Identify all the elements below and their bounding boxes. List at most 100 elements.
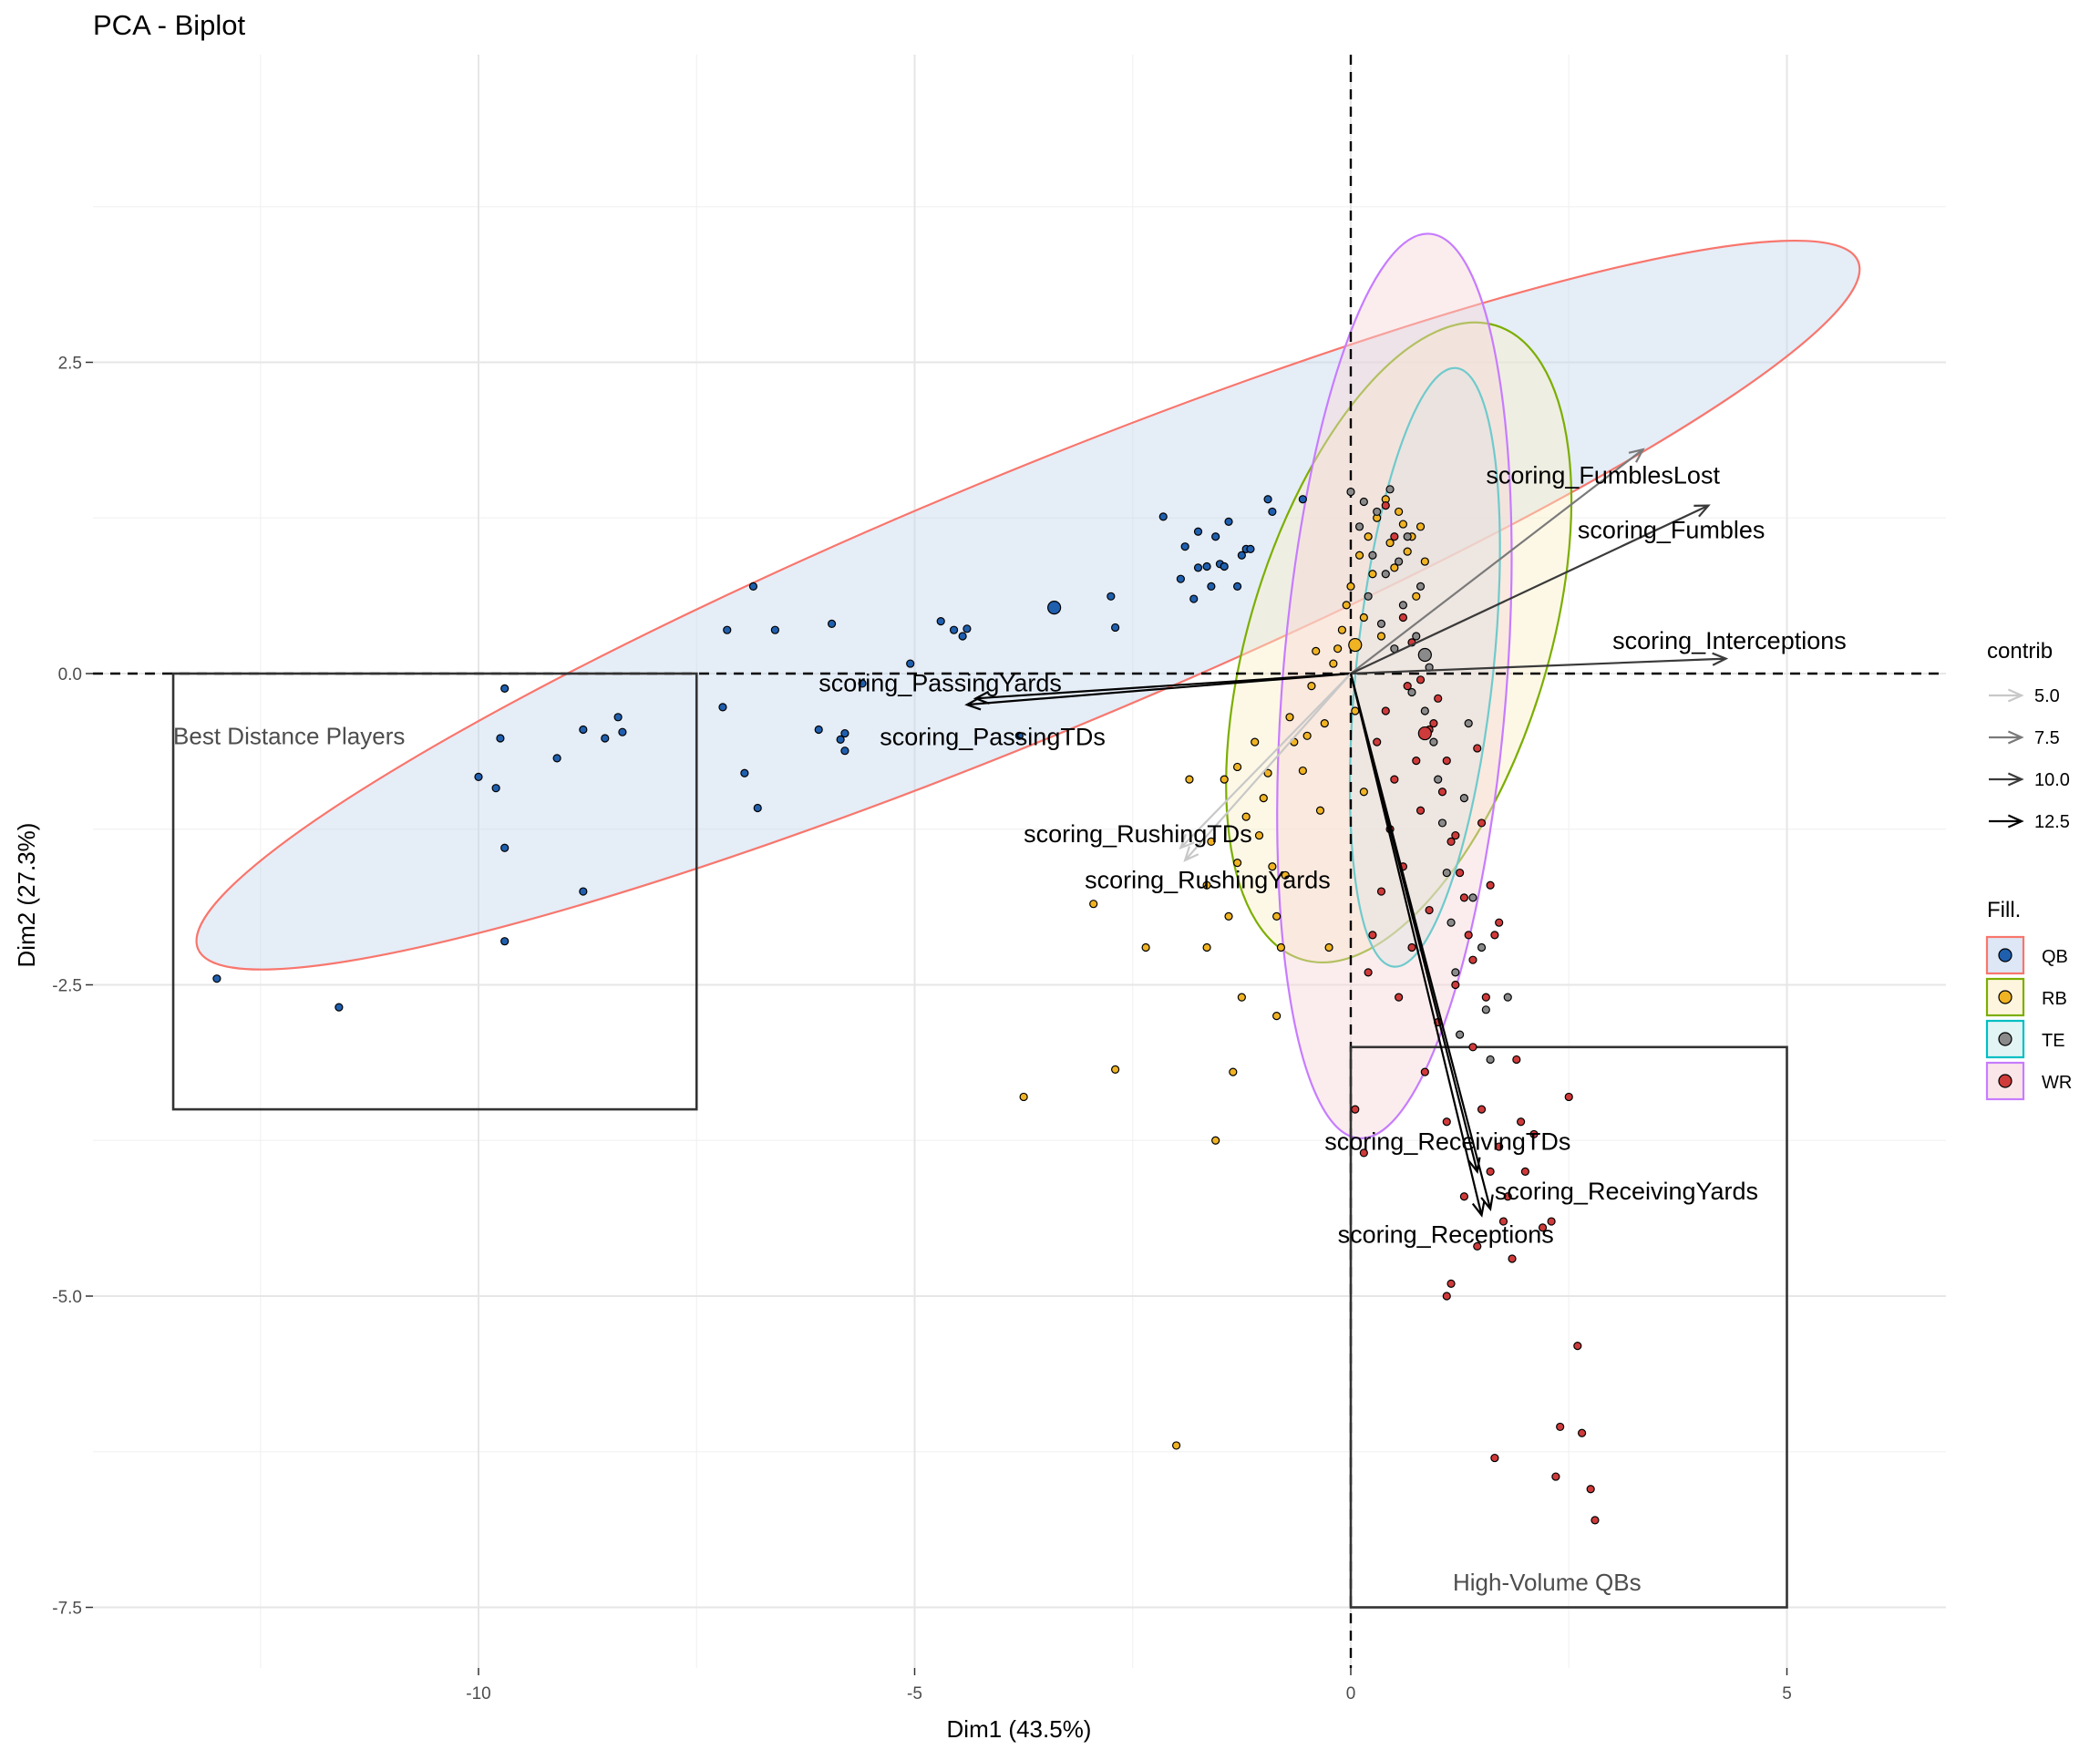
- data-point-rb: [1185, 775, 1194, 784]
- data-point-wr: [1381, 500, 1390, 510]
- data-point-wr: [1573, 1342, 1582, 1351]
- data-point-wr: [1468, 955, 1477, 964]
- variable-label: scoring_PassingYards: [818, 670, 1062, 697]
- data-point-rb: [1337, 625, 1347, 634]
- plot-area: -10 -5 0 5 2.5 0.0 -2.5 -5.0 -7.5 Best Distance P…: [52, 55, 1946, 1704]
- data-point-rb: [1351, 706, 1360, 715]
- data-point-qb: [1202, 561, 1211, 571]
- x-axis-label: Dim1 (43.5%): [947, 1715, 1092, 1743]
- data-point-rb: [1385, 538, 1395, 548]
- data-point-wr: [1415, 675, 1426, 685]
- variable-arrow-head: [964, 696, 982, 711]
- data-point-wr: [1459, 893, 1469, 902]
- y-tick-label: -2.5: [52, 977, 82, 996]
- data-point-rb: [1307, 682, 1316, 691]
- data-point-qb: [1207, 582, 1216, 591]
- data-point-rb: [1359, 788, 1368, 797]
- data-point-qb: [1193, 527, 1203, 536]
- data-point-rb: [1412, 592, 1421, 601]
- data-point-qb: [836, 735, 845, 744]
- data-point-rb: [1390, 563, 1399, 572]
- data-point-rb: [1376, 632, 1386, 641]
- data-point-wr: [1564, 1092, 1573, 1102]
- data-point-rb: [1333, 644, 1343, 654]
- data-point-rb: [1111, 1065, 1120, 1074]
- data-point-rb: [1272, 911, 1282, 921]
- data-point-te: [1381, 570, 1390, 579]
- data-point-te: [1354, 522, 1364, 531]
- data-point-rb: [1395, 507, 1404, 517]
- data-point-te: [1481, 1005, 1490, 1014]
- data-point-wr: [1395, 993, 1404, 1002]
- data-point-wr: [1468, 1043, 1477, 1052]
- data-point-wr: [1407, 942, 1416, 952]
- annotation-box-label: Best Distance Players: [173, 722, 405, 749]
- data-point-wr: [1412, 757, 1421, 766]
- data-point-te: [1364, 592, 1373, 601]
- data-point-wr: [1551, 1472, 1560, 1481]
- legend-fill-label: TE: [2042, 1031, 2065, 1051]
- data-point-wr: [1451, 980, 1460, 990]
- data-point-rb: [1251, 737, 1260, 746]
- data-point-te: [1346, 487, 1355, 497]
- data-point-rb: [1224, 911, 1233, 921]
- data-point-rb: [1220, 775, 1229, 784]
- variable-arrow-head: [1693, 504, 1711, 518]
- variable-arrow: [1350, 448, 1644, 674]
- data-point-qb: [618, 727, 627, 736]
- data-point-te: [1477, 942, 1487, 952]
- data-point-te: [1464, 719, 1473, 728]
- data-point-rb: [1359, 612, 1368, 623]
- chart-title: PCA - Biplot: [93, 9, 246, 41]
- data-point-qb: [753, 803, 762, 813]
- legend-fill-title: Fill.: [1987, 898, 2021, 922]
- data-point-rb: [1329, 659, 1338, 668]
- data-point-wr: [1538, 1223, 1548, 1232]
- data-point-wr: [1529, 1129, 1539, 1139]
- data-point-te: [1429, 737, 1438, 746]
- variable-arrow: [1184, 673, 1352, 861]
- data-point-rb: [1211, 1136, 1220, 1145]
- variable-label: scoring_RushingTDs: [1024, 820, 1252, 848]
- data-point-rb: [1302, 731, 1312, 740]
- data-point-qb: [335, 1003, 344, 1012]
- data-point-qb: [1232, 582, 1242, 591]
- data-point-wr: [1486, 880, 1495, 890]
- x-tick-label: -5: [907, 1684, 922, 1704]
- legend-fill-label: QB: [2042, 947, 2068, 967]
- centroid-point-te: [1417, 647, 1432, 663]
- data-point-rb: [1237, 993, 1246, 1002]
- data-point-qb: [906, 659, 915, 668]
- data-point-wr: [1517, 1117, 1526, 1127]
- data-point-qb: [1211, 532, 1220, 541]
- variable-arrow-head: [1628, 448, 1645, 463]
- data-point-wr: [1578, 1428, 1587, 1437]
- legend-contrib-title: contrib: [1987, 639, 2053, 664]
- data-point-rb: [1207, 837, 1216, 847]
- data-point-qb: [827, 619, 837, 628]
- data-point-qb: [770, 625, 779, 634]
- data-point-rb: [1259, 793, 1268, 803]
- legend-contrib-label: 10.0: [2034, 770, 2070, 790]
- data-point-wr: [1359, 1148, 1368, 1158]
- data-point-wr: [1390, 775, 1399, 784]
- y-tick-label: -7.5: [52, 1600, 82, 1619]
- data-point-qb: [579, 725, 588, 735]
- data-point-wr: [1456, 868, 1465, 878]
- data-point-wr: [1547, 1217, 1556, 1226]
- data-point-rb: [1354, 551, 1364, 560]
- data-point-te: [1503, 993, 1512, 1002]
- data-point-rb: [1398, 520, 1408, 529]
- y-tick-label: 2.5: [58, 355, 82, 374]
- centroid-point-qb: [1047, 601, 1062, 615]
- data-point-wr: [1459, 1192, 1469, 1201]
- data-point-wr: [1446, 1279, 1456, 1288]
- data-point-wr: [1473, 744, 1482, 753]
- data-point-rb: [1298, 766, 1307, 776]
- data-point-rb: [1263, 768, 1272, 777]
- data-point-te: [1385, 485, 1395, 494]
- data-point-qb: [1193, 563, 1203, 572]
- data-point-te: [1446, 918, 1456, 927]
- data-point-te: [1459, 793, 1469, 803]
- data-point-rb: [1324, 942, 1333, 952]
